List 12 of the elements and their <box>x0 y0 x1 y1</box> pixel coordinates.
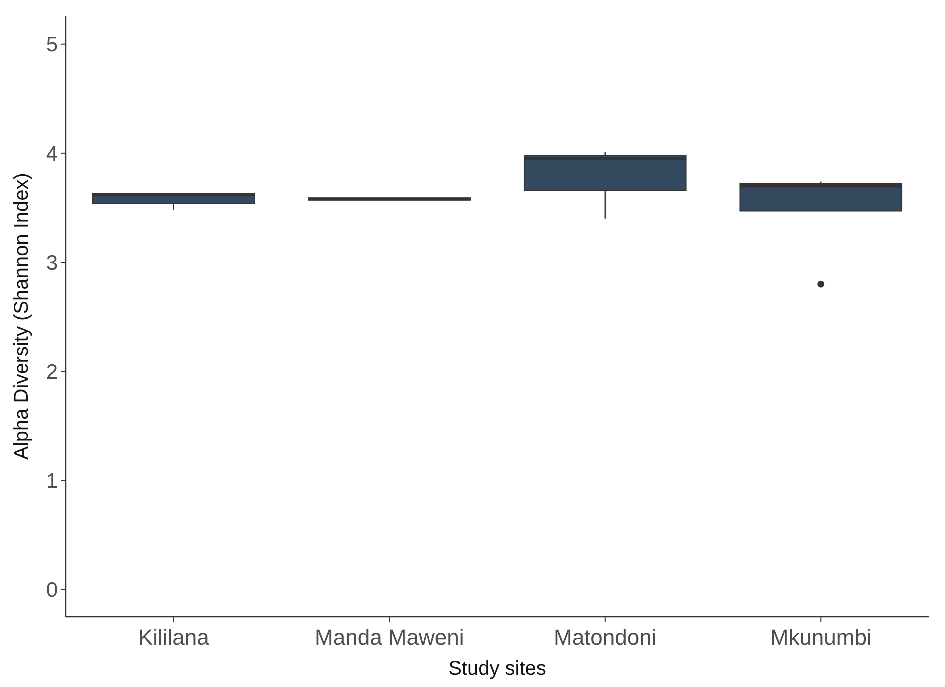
x-tick-label: Mkunumbi <box>770 625 872 650</box>
x-tick-label: Kililana <box>138 625 210 650</box>
y-tick-label: 3 <box>46 252 58 275</box>
x-tick-label: Matondoni <box>554 625 657 650</box>
y-tick-label: 0 <box>46 579 58 602</box>
x-axis-title: Study sites <box>448 658 546 680</box>
y-tick-label: 5 <box>46 34 58 57</box>
x-tick-label: Manda Maweni <box>315 625 464 650</box>
y-tick-label: 4 <box>46 142 58 166</box>
y-tick-label: 1 <box>46 470 58 494</box>
y-axis-title: Alpha Diversity (Shannon Index) <box>11 173 33 460</box>
y-tick-label: 2 <box>46 360 58 384</box>
